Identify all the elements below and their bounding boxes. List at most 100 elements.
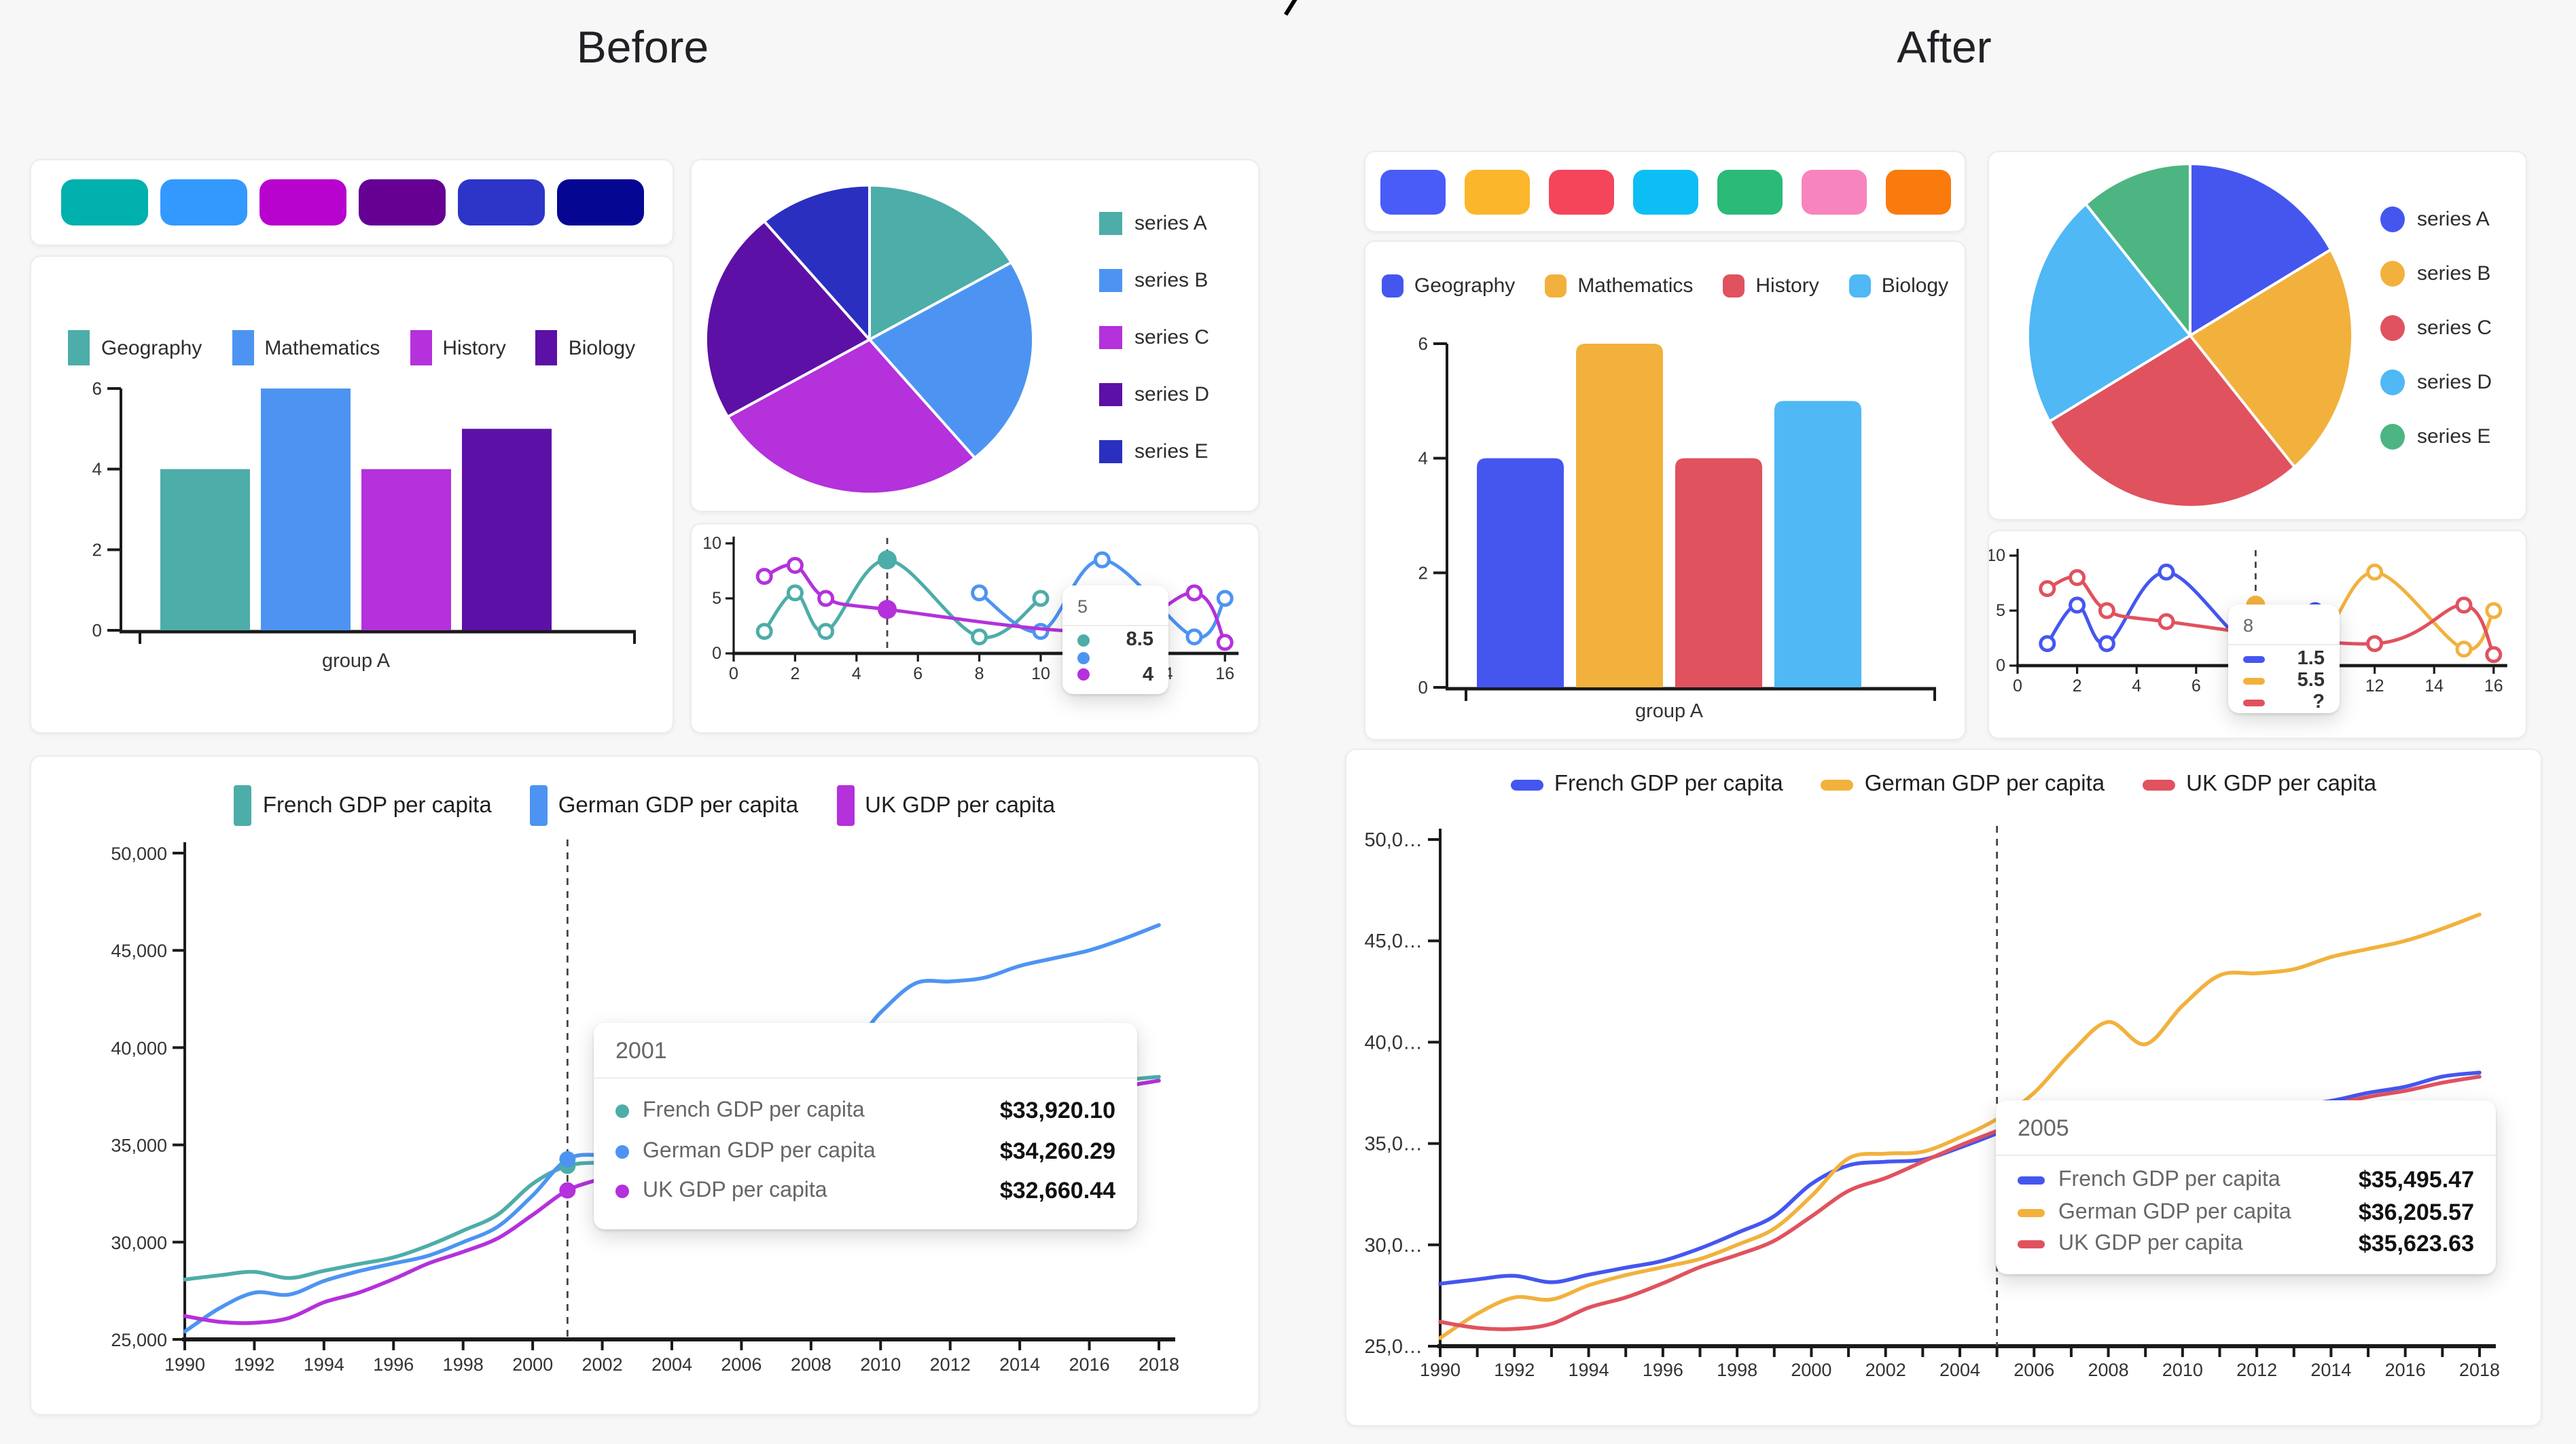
data-point-marker[interactable]: [2071, 571, 2084, 584]
axis-tick-label: 40,0…: [1365, 1032, 1423, 1053]
palette-swatch-4[interactable]: [358, 179, 445, 225]
data-point-marker[interactable]: [2041, 637, 2054, 651]
legend-swatch-icon: [1099, 383, 1122, 406]
data-point-marker[interactable]: [1095, 553, 1109, 566]
dot-icon: [615, 1144, 629, 1158]
palette-swatch-5[interactable]: [1717, 169, 1782, 214]
after-panel-title: After: [1713, 22, 2175, 73]
bar-biology[interactable]: [1774, 401, 1861, 687]
palette-swatch-6[interactable]: [1801, 169, 1866, 214]
palette-swatch-7[interactable]: [1885, 169, 1950, 214]
axis-tick-label: 0: [729, 664, 738, 683]
data-point-marker[interactable]: [757, 570, 771, 583]
legend-item-series-c[interactable]: series C: [1099, 326, 1209, 349]
bar-biology[interactable]: [462, 429, 552, 630]
data-point-marker[interactable]: [757, 625, 771, 638]
palette-swatch-2[interactable]: [160, 179, 247, 225]
data-point-marker[interactable]: [1034, 592, 1048, 605]
data-point-marker[interactable]: [2487, 648, 2501, 662]
palette-swatch-1[interactable]: [60, 179, 147, 225]
axis-tick-label: 4: [852, 664, 861, 683]
tooltip-title: 2005: [1996, 1100, 2496, 1155]
data-point-marker[interactable]: [2071, 598, 2084, 612]
data-point-marker[interactable]: [2100, 604, 2113, 617]
data-point-marker[interactable]: [1218, 592, 1232, 605]
legend-item-series-e[interactable]: series E: [1099, 440, 1208, 463]
tooltip-series-value: $32,660.44: [1000, 1178, 1115, 1206]
palette-swatch-6[interactable]: [556, 179, 643, 225]
legend-item-series-d[interactable]: series D: [1099, 383, 1209, 406]
palette-swatch-5[interactable]: [457, 179, 544, 225]
legend-item-series-c[interactable]: series C: [2380, 315, 2492, 341]
data-point-marker[interactable]: [819, 625, 833, 638]
data-point-marker[interactable]: [2457, 598, 2471, 612]
axis-tick-label: 2: [790, 664, 800, 683]
tooltip-series-label: UK GDP per capita: [643, 1180, 827, 1204]
data-point-marker[interactable]: [2457, 643, 2471, 656]
axis-tick-label: 4: [92, 459, 102, 480]
axis-tick-label: 2016: [2385, 1360, 2426, 1380]
axis-tick-label: 2: [2073, 676, 2082, 696]
data-point-marker[interactable]: [1187, 586, 1201, 600]
axis-tick-label: 2012: [2236, 1360, 2277, 1380]
palette-swatch-4[interactable]: [1632, 169, 1698, 214]
palette-swatch-1[interactable]: [1380, 169, 1445, 214]
data-point-marker[interactable]: [2041, 582, 2054, 596]
bar-geography[interactable]: [160, 469, 250, 630]
gdp-chart-card-after: French GDP per capita German GDP per capi…: [1345, 748, 2542, 1426]
highlighted-point: [878, 550, 897, 569]
axis-tick-label: 0: [92, 620, 102, 640]
tooltip: 2005French GDP per capita$35,495.47Germa…: [1996, 1100, 2496, 1274]
palette-swatch-2[interactable]: [1464, 169, 1529, 214]
data-point-marker[interactable]: [788, 586, 802, 600]
tooltip-series-label: French GDP per capita: [2058, 1168, 2280, 1193]
bar-mathematics[interactable]: [1576, 344, 1663, 687]
legend-item-series-b[interactable]: series B: [2380, 261, 2490, 287]
data-point-marker[interactable]: [819, 592, 833, 605]
bar-history[interactable]: [1675, 458, 1762, 687]
legend-item-series-d[interactable]: series D: [2380, 369, 2492, 395]
axis-tick-label: 30,000: [111, 1233, 167, 1253]
legend-item-series-b[interactable]: series B: [1099, 269, 1208, 292]
dash-icon: [2243, 699, 2265, 706]
axis-tick-label: 2012: [930, 1354, 971, 1375]
data-point-marker[interactable]: [2487, 604, 2501, 617]
data-point-marker[interactable]: [2160, 565, 2173, 579]
data-point-marker[interactable]: [973, 630, 986, 644]
tooltip-series-label: German GDP per capita: [643, 1139, 876, 1163]
bar-mathematics[interactable]: [261, 389, 351, 630]
palette-swatch-3[interactable]: [1548, 169, 1613, 214]
bar-history[interactable]: [361, 469, 451, 630]
tooltip-title: 5: [1062, 585, 1168, 625]
bar-chart-card-before: GeographyMathematicsHistoryBiology0246gr…: [30, 255, 674, 734]
dot-icon: [615, 1104, 629, 1118]
legend-label: series A: [2417, 208, 2490, 231]
palette-swatch-3[interactable]: [259, 179, 346, 225]
data-point-marker[interactable]: [2368, 565, 2382, 579]
data-point-marker[interactable]: [788, 558, 802, 572]
legend-item-series-a[interactable]: series A: [1099, 212, 1207, 235]
data-point-marker[interactable]: [1218, 636, 1232, 649]
gdp-chart-plot: 50,0…45,0…40,0…35,0…30,0…25,0…1990199219…: [1346, 750, 2541, 1425]
tooltip-title: 2001: [594, 1023, 1137, 1077]
data-point-marker[interactable]: [2100, 637, 2113, 651]
axis-tick-label: 1992: [234, 1354, 274, 1375]
axis-tick-label: 45,0…: [1365, 931, 1423, 952]
axis-tick-label: 2008: [2088, 1360, 2129, 1380]
axis-tick-label: 0: [1418, 677, 1428, 698]
data-point-marker[interactable]: [2160, 615, 2173, 628]
tooltip-row: [1077, 651, 1153, 664]
dot-icon: [1077, 634, 1090, 647]
bar-geography[interactable]: [1477, 458, 1564, 687]
bar-chart-card-after: GeographyMathematicsHistoryBiology0246gr…: [1364, 240, 1966, 740]
tooltip-series-value: 5.5: [2297, 670, 2325, 691]
legend-item-series-e[interactable]: series E: [2380, 424, 2490, 450]
tooltip-series-value: ?: [2312, 691, 2325, 713]
data-point-marker[interactable]: [973, 586, 986, 600]
axis-tick-label: 6: [2192, 676, 2201, 696]
tooltip-row: German GDP per capita$36,205.57: [2018, 1199, 2474, 1226]
data-point-marker[interactable]: [1187, 630, 1201, 644]
legend-item-series-a[interactable]: series A: [2380, 206, 2490, 232]
data-point-marker[interactable]: [2368, 637, 2382, 651]
tooltip-series-value: $33,920.10: [1000, 1098, 1115, 1125]
